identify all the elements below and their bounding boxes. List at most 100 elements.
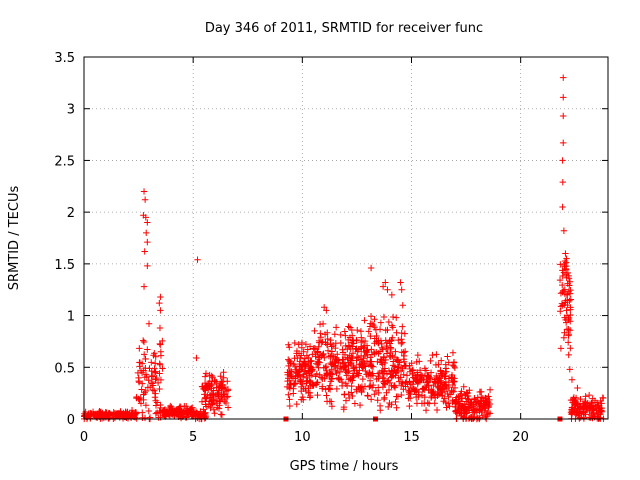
data-point — [286, 366, 294, 374]
data-point — [383, 342, 390, 350]
data-point — [582, 399, 589, 406]
data-point — [202, 401, 209, 408]
data-point — [460, 403, 467, 411]
data-point — [151, 387, 158, 394]
data-point — [334, 364, 341, 372]
data-point — [567, 344, 574, 352]
data-point — [470, 401, 477, 409]
data-point — [392, 348, 399, 355]
data-point — [377, 407, 384, 414]
data-point — [566, 326, 574, 334]
data-point — [286, 396, 293, 403]
data-point — [176, 403, 183, 410]
data-point — [291, 339, 298, 347]
data-point — [148, 378, 155, 386]
data-point — [412, 386, 419, 394]
data-point — [323, 398, 331, 405]
data-point — [138, 386, 145, 393]
data-point — [297, 377, 304, 385]
data-point — [151, 365, 158, 372]
data-point — [357, 328, 365, 335]
data-point — [383, 370, 391, 377]
data-point — [139, 380, 146, 387]
data-point — [393, 404, 400, 411]
data-point — [560, 74, 567, 81]
data-point — [323, 307, 330, 314]
data-point — [368, 363, 376, 370]
data-point — [334, 351, 341, 358]
data-point — [305, 384, 312, 392]
data-point — [327, 353, 334, 360]
data-point — [156, 324, 164, 332]
data-point — [295, 341, 302, 348]
data-point — [471, 408, 478, 416]
data-point — [385, 318, 393, 326]
data-point — [395, 363, 402, 371]
data-point — [381, 394, 388, 401]
data-point — [293, 400, 300, 408]
data-point — [157, 376, 165, 384]
data-point — [445, 359, 452, 366]
data-point — [367, 264, 375, 272]
data-point — [156, 340, 164, 348]
data-point — [561, 314, 568, 321]
data-point — [340, 406, 347, 413]
y-tick-label: 2.5 — [54, 154, 75, 169]
data-point — [394, 393, 402, 400]
data-point — [141, 248, 148, 255]
data-point — [397, 279, 404, 286]
data-point — [325, 385, 332, 393]
data-point — [326, 382, 333, 389]
data-point — [397, 374, 404, 381]
data-point — [595, 401, 602, 409]
data-point — [343, 369, 351, 376]
data-point — [208, 372, 215, 380]
data-point — [443, 404, 450, 411]
data-point — [341, 328, 348, 335]
data-point — [597, 397, 604, 405]
data-point — [203, 395, 210, 402]
data-point — [313, 370, 320, 378]
data-point — [583, 406, 590, 414]
data-point — [400, 349, 407, 356]
data-point — [353, 353, 361, 361]
data-point — [315, 364, 322, 371]
data-point — [568, 404, 576, 411]
data-point — [458, 395, 466, 402]
data-point — [301, 355, 308, 363]
data-point — [110, 408, 117, 416]
data-point — [337, 331, 344, 339]
data-point — [460, 383, 467, 390]
data-point — [563, 291, 571, 299]
data-point — [293, 366, 300, 374]
data-point — [218, 411, 226, 418]
data-point — [588, 411, 595, 419]
data-point — [355, 372, 362, 379]
data-point — [596, 405, 603, 412]
data-point — [415, 388, 422, 396]
data-point — [157, 307, 164, 314]
data-point — [560, 334, 568, 341]
data-point — [560, 227, 568, 234]
data-point — [155, 414, 162, 421]
data-point — [375, 350, 382, 357]
data-point — [285, 391, 292, 398]
data-point — [349, 374, 356, 381]
data-point — [561, 329, 568, 336]
data-point — [319, 320, 327, 328]
data-point — [346, 394, 353, 402]
data-point — [373, 332, 380, 340]
data-point — [105, 409, 113, 417]
data-point — [166, 410, 174, 418]
data-point — [383, 389, 390, 396]
data-point — [202, 409, 209, 416]
data-point — [218, 391, 226, 399]
data-point — [476, 414, 484, 421]
data-point — [300, 348, 307, 355]
data-point — [291, 355, 298, 362]
data-point — [398, 329, 405, 337]
data-point — [406, 368, 414, 375]
data-point — [224, 386, 232, 393]
data-point — [422, 407, 430, 414]
data-point — [431, 389, 439, 397]
